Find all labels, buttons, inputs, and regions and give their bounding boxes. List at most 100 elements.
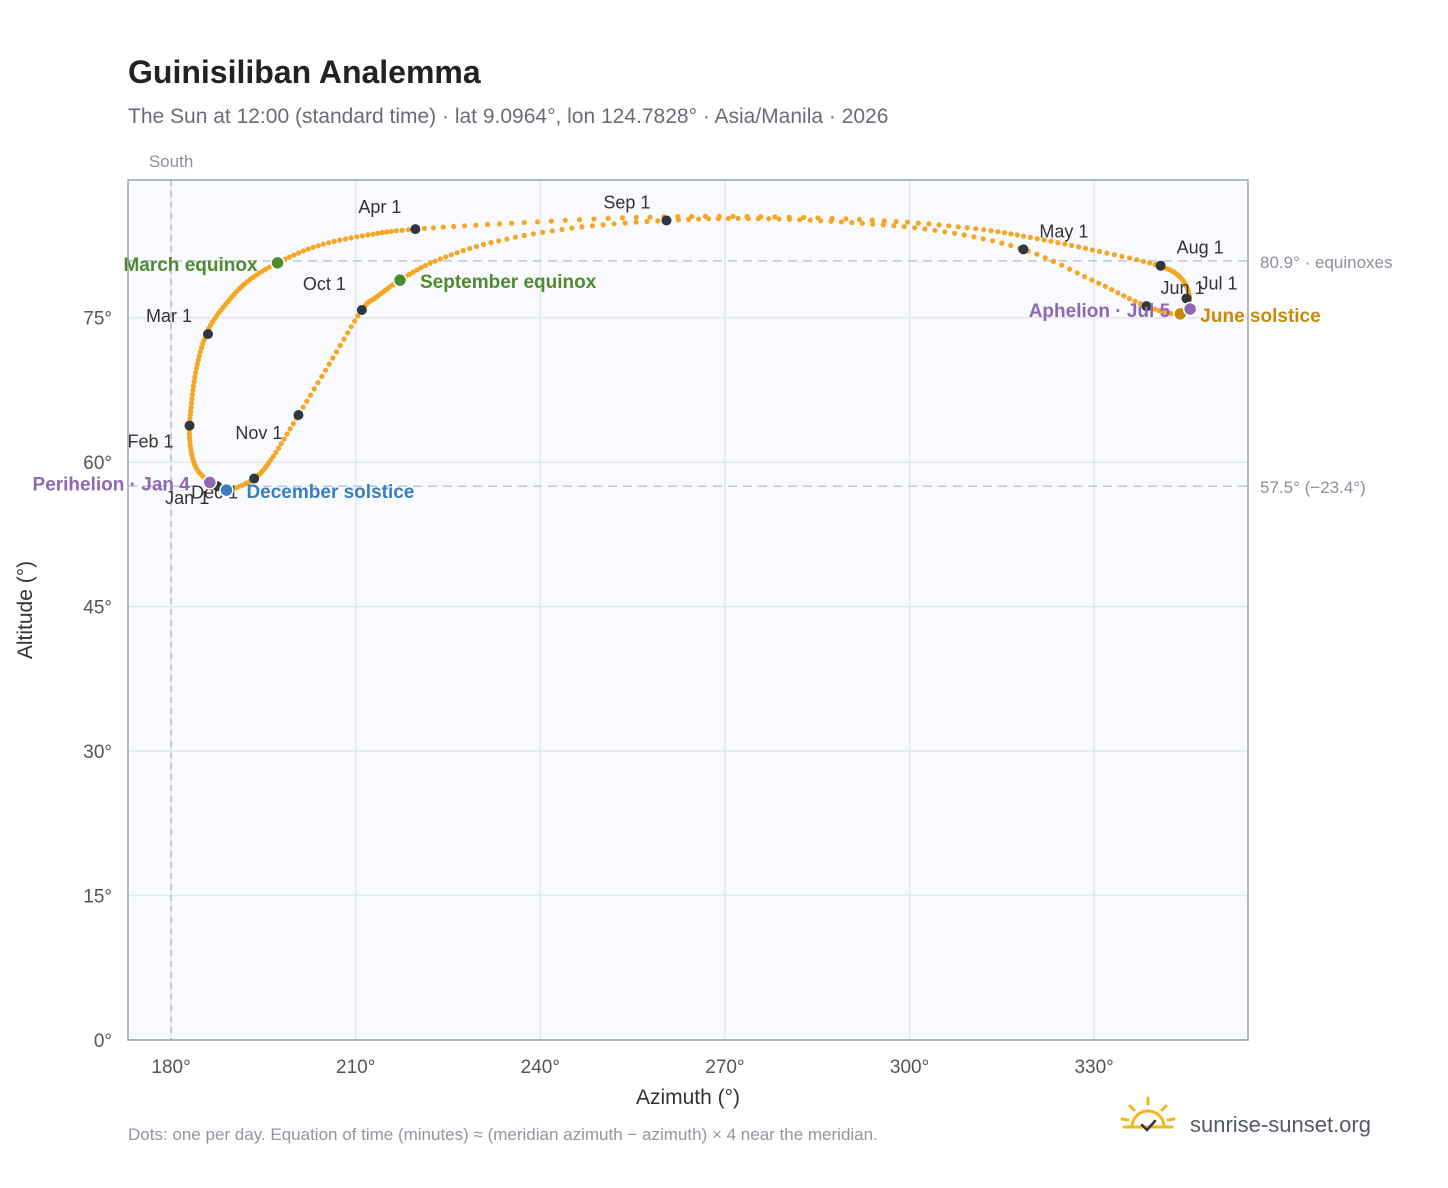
daily-dot: [191, 378, 197, 385]
reference-line-label: 80.9° · equinoxes: [1260, 253, 1393, 272]
y-tick-label: 60°: [83, 453, 112, 474]
daily-dot: [569, 225, 575, 231]
daily-dot: [1137, 301, 1143, 307]
daily-dot: [341, 336, 347, 342]
chart-subtitle: The Sun at 12:00 (standard time) · lat 9…: [128, 105, 888, 128]
daily-dot: [973, 226, 979, 232]
daily-dot: [797, 217, 803, 223]
daily-dot: [1160, 309, 1166, 315]
daily-dot: [730, 213, 736, 219]
month-marker: [661, 215, 672, 226]
daily-dot: [512, 234, 519, 240]
daily-dot: [488, 240, 494, 246]
daily-dot: [190, 383, 197, 389]
daily-dot: [320, 241, 326, 247]
daily-dot: [1111, 252, 1117, 258]
daily-dot: [448, 252, 454, 258]
daily-dot: [838, 219, 845, 225]
daily-dot: [359, 233, 365, 239]
month-label: Jul 1: [1199, 273, 1237, 293]
daily-dot: [189, 396, 195, 402]
daily-dot: [600, 222, 606, 228]
y-tick-label: 75°: [83, 309, 112, 330]
daily-dot: [622, 220, 628, 226]
daily-dot: [333, 349, 340, 355]
daily-dot: [384, 229, 390, 235]
daily-dot: [375, 230, 381, 236]
daily-dot: [422, 262, 429, 269]
daily-dot: [186, 431, 192, 437]
daily-dot: [440, 224, 446, 230]
daily-dot: [509, 220, 515, 226]
daily-dot: [195, 357, 201, 363]
x-axis-label: Azimuth (°): [636, 1086, 740, 1109]
month-marker: [356, 305, 367, 316]
daily-dot: [1096, 248, 1103, 255]
daily-dot: [1121, 293, 1127, 299]
daily-dot: [1008, 231, 1014, 237]
x-tick-label: 180°: [151, 1057, 190, 1078]
daily-dot: [278, 441, 284, 447]
event-label: December solstice: [246, 482, 414, 503]
daily-dot: [818, 218, 824, 224]
daily-dot: [705, 216, 712, 222]
daily-dot: [354, 234, 360, 240]
daily-dot: [1109, 287, 1115, 293]
y-tick-label: 15°: [83, 887, 112, 908]
daily-dot: [414, 267, 420, 273]
daily-dot: [675, 217, 682, 223]
daily-dot: [1156, 308, 1162, 314]
daily-dot: [922, 226, 928, 232]
plot-area: [128, 180, 1248, 1040]
month-label: Mar 1: [146, 306, 192, 326]
grid: [128, 180, 1248, 1041]
daily-dot: [1082, 274, 1088, 280]
daily-dot: [893, 218, 899, 225]
daily-dot: [755, 216, 762, 222]
month-label: Jan 1: [165, 488, 209, 508]
daily-dot: [443, 254, 449, 260]
daily-dot: [348, 324, 354, 330]
daily-dot: [473, 243, 479, 250]
daily-dot: [388, 228, 394, 234]
daily-dot: [330, 355, 336, 361]
daily-dot: [995, 229, 1001, 235]
daily-dot: [988, 228, 994, 234]
daily-dot: [856, 216, 862, 223]
daily-dot: [1164, 310, 1170, 316]
daily-dot: [451, 223, 457, 230]
daily-dot: [605, 215, 611, 221]
daily-dot: [326, 240, 332, 246]
daily-dot: [307, 392, 314, 398]
daily-dot: [484, 221, 491, 228]
daily-dot: [1089, 247, 1096, 253]
month-label: Oct 1: [303, 274, 346, 294]
daily-dot: [287, 426, 293, 432]
footnote: Dots: one per day. Equation of time (min…: [128, 1125, 878, 1144]
daily-dot: [1021, 233, 1027, 239]
daily-dot: [942, 229, 948, 235]
event-markers: March equinox September equinox June solst…: [33, 255, 1321, 503]
event-label: Aphelion · Jul 5: [1029, 301, 1171, 322]
daily-dot: [188, 400, 195, 406]
daily-dot: [467, 245, 473, 252]
daily-dot: [192, 370, 199, 376]
daily-dot: [196, 353, 202, 359]
daily-dot: [1104, 250, 1110, 256]
daily-dot: [870, 221, 876, 227]
daily-dot: [200, 340, 206, 347]
daily-dot: [1096, 280, 1102, 286]
month-marker: [1155, 260, 1166, 271]
daily-dot: [194, 361, 200, 367]
daily-dot: [304, 398, 310, 404]
daily-dot: [725, 215, 731, 222]
daily-dot: [331, 238, 337, 244]
month-marker: [184, 420, 195, 431]
daily-dot: [548, 218, 554, 224]
daily-dot: [579, 224, 585, 230]
daily-dot: [188, 404, 194, 410]
daily-dot: [696, 216, 702, 222]
event-marker: [1182, 301, 1198, 317]
